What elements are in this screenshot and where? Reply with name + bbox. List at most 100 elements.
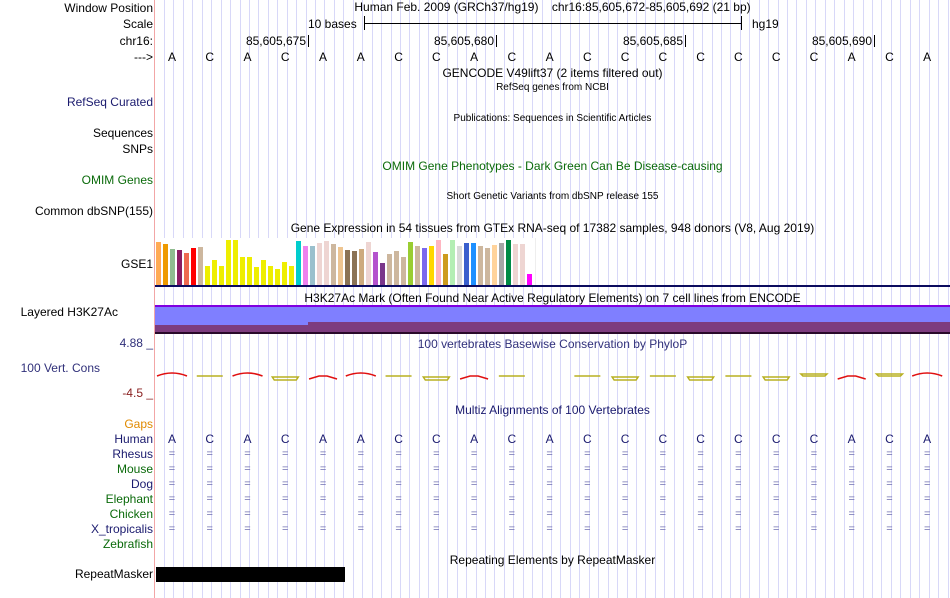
cons-title[interactable]: 100 vertebrates Basewise Conservation by… — [417, 337, 688, 351]
human-base: C — [771, 432, 781, 446]
gtex-tissue-bar[interactable] — [415, 246, 420, 285]
gtex-tissue-bar[interactable] — [527, 274, 532, 285]
refseq-label[interactable]: RefSeq Curated — [66, 95, 153, 109]
gtex-tissue-bar[interactable] — [268, 266, 273, 285]
sequence-base: C — [658, 50, 668, 64]
sequences-label[interactable]: Sequences — [92, 126, 153, 140]
gtex-tissue-bar[interactable] — [366, 242, 371, 285]
gtex-tissue-bar[interactable] — [464, 243, 469, 285]
gtex-tissue-bar[interactable] — [338, 247, 343, 285]
gtex-tissue-bar[interactable] — [310, 246, 315, 285]
gtex-tissue-bar[interactable] — [401, 257, 406, 285]
gtex-tissue-bar[interactable] — [373, 252, 378, 285]
rmsk-label[interactable]: RepeatMasker — [74, 567, 153, 581]
gtex-tissue-bar[interactable] — [289, 266, 294, 285]
gtex-tissue-bar[interactable] — [457, 246, 462, 285]
gtex-tissue-bar[interactable] — [408, 242, 413, 285]
gtex-tissue-bar[interactable] — [422, 248, 427, 285]
species-label-elephant[interactable]: Elephant — [105, 492, 153, 506]
alignment-match: = — [886, 493, 893, 505]
conservation-glyph — [308, 375, 338, 380]
gtex-tissue-bar[interactable] — [345, 250, 350, 285]
gtex-tissue-bar[interactable] — [212, 260, 217, 285]
species-label-x_tropicalis[interactable]: X_tropicalis — [90, 522, 153, 536]
omim-title[interactable]: OMIM Gene Phenotypes - Dark Green Can Be… — [382, 159, 723, 173]
species-label-mouse[interactable]: Mouse — [116, 462, 153, 476]
gtex-tissue-bar[interactable] — [478, 246, 483, 285]
gtex-tissue-bar[interactable] — [331, 244, 336, 285]
gtex-tissue-bar[interactable] — [156, 242, 161, 285]
gtex-tissue-bar[interactable] — [226, 240, 231, 285]
gtex-tissue-bar[interactable] — [261, 260, 266, 285]
chrom-label[interactable]: chr16: — [119, 34, 153, 48]
gtex-tissue-bar[interactable] — [359, 249, 364, 285]
refseq-title[interactable]: RefSeq genes from NCBI — [496, 82, 609, 93]
h3k27ac-label[interactable]: Layered H3K27Ac — [20, 305, 118, 319]
rmsk-element[interactable] — [156, 567, 345, 582]
human-base: A — [319, 432, 328, 446]
gtex-tissue-bar[interactable] — [492, 245, 497, 285]
gtex-tissue-bar[interactable] — [450, 240, 455, 285]
alignment-match: = — [923, 448, 931, 460]
h3k27ac-title[interactable]: H3K27Ac Mark (Often Found Near Active Re… — [304, 291, 801, 305]
gtex-tissue-bar[interactable] — [380, 263, 385, 285]
species-label-rhesus[interactable]: Rhesus — [112, 447, 153, 461]
species-label-dog[interactable]: Dog — [130, 477, 153, 491]
species-label-human[interactable]: Human — [114, 432, 153, 446]
scale-label[interactable]: Scale — [122, 17, 153, 31]
gtex-tissue-bar[interactable] — [317, 243, 322, 285]
species-label-chicken[interactable]: Chicken — [109, 507, 153, 521]
species-label-zebrafish[interactable]: Zebrafish — [102, 537, 153, 551]
gtex-tissue-bar[interactable] — [191, 248, 196, 285]
rmsk-title[interactable]: Repeating Elements by RepeatMasker — [449, 553, 656, 567]
gtex-tissue-bar[interactable] — [240, 257, 245, 285]
pubs-title[interactable]: Publications: Sequences in Scientific Ar… — [453, 113, 652, 124]
gtex-tissue-bar[interactable] — [275, 269, 280, 285]
gtex-tissue-bar[interactable] — [443, 254, 448, 285]
gtex-tissue-bar[interactable] — [219, 266, 224, 285]
gencode-title[interactable]: GENCODE V49lift37 (2 items filtered out) — [442, 66, 663, 80]
gtex-tissue-bar[interactable] — [352, 251, 357, 285]
cons-label[interactable]: 100 Vert. Cons — [20, 361, 100, 375]
gtex-tissue-bar[interactable] — [177, 250, 182, 285]
alignment-match: = — [923, 523, 931, 535]
gtex-tissue-bar[interactable] — [394, 251, 399, 285]
alignment-match: = — [546, 478, 553, 490]
strand-label[interactable]: ---> — [134, 50, 153, 64]
gtex-tissue-bar[interactable] — [429, 246, 434, 285]
gtex-tissue-bar[interactable] — [163, 244, 168, 285]
gtex-tissue-bar[interactable] — [513, 244, 518, 285]
snps-label[interactable]: SNPs — [122, 142, 153, 156]
gtex-tissue-bar[interactable] — [233, 240, 238, 285]
gtex-tissue-bar[interactable] — [184, 253, 189, 285]
gtex-tissue-bar[interactable] — [324, 241, 329, 285]
gtex-tissue-bar[interactable] — [282, 262, 287, 285]
gtex-tissue-bar[interactable] — [296, 241, 301, 285]
gtex-tissue-bar[interactable] — [436, 240, 441, 285]
alignment-match: = — [923, 493, 931, 505]
gtex-tissue-bar[interactable] — [247, 257, 252, 285]
window-position-label[interactable]: Window Position — [64, 1, 153, 15]
dbsnp-label[interactable]: Common dbSNP(155) — [34, 204, 153, 218]
dbsnp-title[interactable]: Short Genetic Variants from dbSNP releas… — [446, 191, 659, 202]
gtex-tissue-bar[interactable] — [205, 266, 210, 285]
gtex-tissue-bar[interactable] — [303, 246, 308, 285]
gtex-title[interactable]: Gene Expression in 54 tissues from GTEx … — [290, 221, 815, 235]
alignment-match: = — [319, 493, 327, 505]
gtex-tissue-bar[interactable] — [520, 244, 525, 285]
gtex-tissue-bar[interactable] — [198, 247, 203, 285]
omim-label[interactable]: OMIM Genes — [81, 173, 153, 187]
gtex-bar-chart[interactable] — [155, 238, 536, 285]
gtex-tissue-bar[interactable] — [506, 240, 511, 285]
gtex-label[interactable]: GSE1 — [120, 257, 153, 271]
gtex-tissue-bar[interactable] — [254, 267, 259, 285]
gtex-tissue-bar[interactable] — [387, 254, 392, 285]
gtex-tissue-bar[interactable] — [471, 243, 476, 285]
multiz-title[interactable]: Multiz Alignments of 100 Vertebrates — [455, 403, 650, 417]
gaps-label[interactable]: Gaps — [124, 417, 153, 431]
gtex-tissue-bar[interactable] — [499, 243, 504, 285]
gtex-tissue-bar[interactable] — [170, 249, 175, 285]
conservation-plot[interactable] — [155, 365, 950, 385]
alignment-match: = — [395, 478, 402, 490]
gtex-tissue-bar[interactable] — [485, 248, 490, 285]
